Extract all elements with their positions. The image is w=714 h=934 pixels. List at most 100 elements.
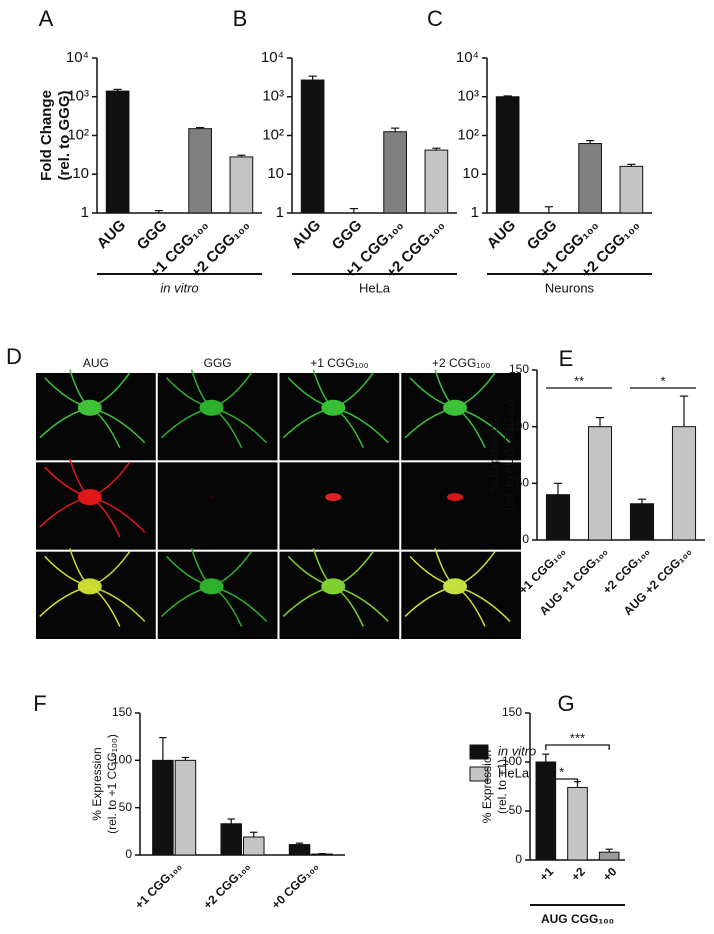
y-tick-label: 50 [509,803,523,817]
neurite [312,548,334,587]
bar [629,503,655,541]
neurite [89,585,121,627]
x-tick-label: AUG [289,217,325,253]
neurite [44,377,90,409]
bar [188,128,212,214]
y-axis-label: (rel. to AUG CGG₁₀₀) [502,399,516,510]
bar [243,836,265,856]
neurite [44,466,90,498]
y-tick-label: 0 [515,852,522,866]
neurite [454,407,511,444]
bar [220,823,242,856]
x-tick-label: AUG [484,217,520,253]
neurite [69,458,91,498]
bar [587,426,613,541]
legend-label: in vitro [498,743,536,758]
neurite [287,555,334,588]
x-tick-label: +2 [568,864,588,884]
bar [495,96,520,214]
neurite [454,585,486,627]
y-tick-label: 1 [471,204,479,221]
neurite [333,585,389,622]
x-tick-label: AUG [94,217,130,253]
neurite [211,372,253,409]
neurite [454,372,496,409]
y-tick-label: 1 [276,204,284,221]
bar [311,853,333,856]
neurite [69,548,91,587]
neurite [39,407,90,439]
group-label: in vitro [160,280,198,295]
neurite [211,585,268,622]
neurite [332,585,364,627]
neurite [89,496,146,533]
y-tick-label: 0 [125,847,132,861]
y-axis-label: % Expression [90,747,104,820]
cell-body [325,493,342,502]
y-tick-label: 10⁴ [66,49,89,66]
neurite [287,377,334,409]
x-tick-label: GGG [329,217,366,254]
neurite [312,369,334,409]
y-axis-label: % Expression [480,750,494,823]
bar [288,844,311,856]
y-axis-label: % Expression [487,418,501,491]
group-label: HeLa [359,280,391,295]
y-tick-label: 50 [119,800,133,814]
neurite [39,496,90,528]
bar [424,149,449,214]
neurite [454,550,496,588]
group-label: AUG CGG₁₀₀ [541,912,614,926]
neurite [434,548,456,587]
y-tick-label: 100 [509,419,529,433]
significance-bracket [545,744,610,750]
neurite [409,555,456,588]
neurite [434,369,456,409]
legend-swatch [469,744,489,760]
panel-letter: E [559,346,574,371]
y-tick-label: 10² [457,126,479,143]
neurite [89,461,131,498]
y-tick-label: 10² [67,126,89,143]
neurite [404,585,456,617]
y-tick-label: 10³ [262,88,284,105]
cell-body [447,493,464,502]
neurite [161,407,212,439]
significance-label: ** [574,373,584,388]
bar [229,156,254,214]
y-tick-label: 10³ [67,88,89,105]
panel-letter: D [6,344,22,369]
neurite [211,407,243,449]
y-tick-label: 10 [72,165,89,182]
group-label: Neurons [545,280,595,295]
neurite [69,369,91,409]
neurite [409,377,456,409]
bar [105,90,130,214]
neurite [404,407,456,439]
column-title: +1 CGG₁₀₀ [310,356,368,370]
y-tick-label: 10⁴ [261,49,284,66]
neurite [454,407,486,449]
y-tick-label: 10³ [457,88,479,105]
y-tick-label: 0 [522,532,529,546]
neurite [454,585,511,622]
y-tick-label: 10² [262,126,284,143]
neurite [190,548,213,587]
bar [578,143,602,214]
neurite [211,407,268,444]
significance-label: *** [570,730,585,745]
x-tick-label: +0 [600,864,620,884]
y-tick-label: 150 [502,705,522,719]
bar [174,759,197,856]
bar [535,761,557,861]
panel-letter: A [39,6,54,31]
column-title: +2 CGG₁₀₀ [432,356,490,370]
neurite [161,585,212,617]
y-tick-label: 1 [81,204,89,221]
y-axis-label: (rel. to GGG) [56,90,73,180]
y-tick-label: 150 [509,362,529,376]
neurite [89,407,146,444]
neurite [333,407,389,444]
neurite [44,555,90,588]
